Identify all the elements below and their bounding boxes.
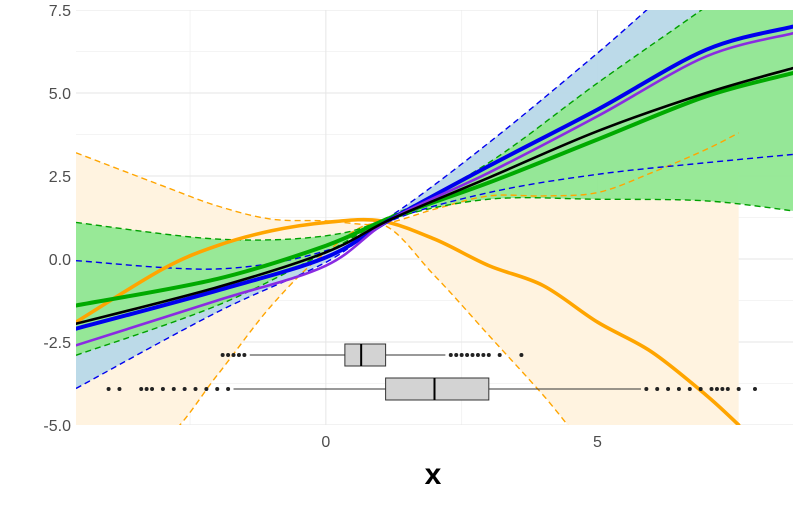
x-axis-title: x <box>425 458 442 491</box>
x-tick-label: 5 <box>593 434 602 451</box>
x-tick-label: 0 <box>321 434 330 451</box>
dash-layer <box>76 10 793 425</box>
y-tick-label: 7.5 <box>49 3 71 20</box>
boxplot-outlier-point <box>215 387 220 391</box>
y-tick-label: 0.0 <box>49 252 71 269</box>
y-tick-label: 2.5 <box>49 169 71 186</box>
boxplot-outlier-point <box>193 387 198 391</box>
boxplot-outlier-point <box>182 387 187 391</box>
y-tick-label: -5.0 <box>43 418 71 435</box>
boxplot-outlier-point <box>475 353 480 357</box>
black-series-line <box>76 66 793 326</box>
boxplot-outlier-point <box>465 353 470 357</box>
green-series-line <box>76 71 793 308</box>
box-layer <box>106 343 757 401</box>
green-band-edge <box>76 197 793 356</box>
orange-series-line <box>76 217 741 425</box>
boxplot-outlier-point <box>117 387 122 391</box>
boxplot-outlier-point <box>144 387 149 391</box>
blue-series-line <box>76 24 793 331</box>
boxplot-outlier-point <box>150 387 155 391</box>
boxplot-outlier-point <box>714 387 719 391</box>
boxplot-box <box>344 343 387 367</box>
boxplot-outlier-point <box>666 387 671 391</box>
boxplot-outlier-point <box>220 353 225 357</box>
boxplot-outlier-point <box>226 353 231 357</box>
tick-layer: 7.5 5.0 2.5 0.0 -2.5 -5.0 0 5 <box>43 3 602 451</box>
boxplot-box <box>385 377 490 401</box>
boxplot-outlier-point <box>171 387 176 391</box>
boxplot-outlier-point <box>497 353 502 357</box>
boxplot-outlier-point <box>231 353 236 357</box>
boxplot-outlier-point <box>725 387 730 391</box>
boxplot-outlier-point <box>481 353 486 357</box>
boxplot-outlier-point <box>655 387 660 391</box>
boxplot-outlier-point <box>204 387 209 391</box>
boxplot-outlier-point <box>106 387 111 391</box>
orange-band-edge <box>76 132 739 226</box>
boxplot-outlier-point <box>519 353 524 357</box>
boxplot-outlier-point <box>226 387 231 391</box>
y-tick-label: -2.5 <box>43 335 71 352</box>
boxplot-outlier-point <box>698 387 703 391</box>
boxplot-outlier-point <box>720 387 725 391</box>
orange-confidence-band <box>76 132 739 425</box>
boxplot-outlier-point <box>644 387 649 391</box>
boxplot-outlier-point <box>236 353 241 357</box>
boxplot-outlier-point <box>709 387 714 391</box>
boxplot-outlier-point <box>687 387 692 391</box>
orange-band-edge <box>178 222 569 425</box>
boxplot-outlier-point <box>459 353 464 357</box>
y-tick-label: 5.0 <box>49 86 71 103</box>
boxplot-outlier-point <box>242 353 247 357</box>
purple-series-line <box>76 31 793 347</box>
boxplot-outlier-point <box>139 387 144 391</box>
boxplot-outlier-point <box>160 387 165 391</box>
boxplot-outlier-point <box>736 387 741 391</box>
boxplot-outlier-point <box>676 387 681 391</box>
line-layer <box>76 24 793 425</box>
boxplot-outlier-point <box>448 353 453 357</box>
boxplot-outlier-point <box>486 353 491 357</box>
boxplot-outlier-point <box>454 353 459 357</box>
blue-band-edge <box>76 153 793 390</box>
boxplot-outlier-point <box>752 387 757 391</box>
boxplot-outlier-point <box>470 353 475 357</box>
green-band-edge <box>76 10 703 241</box>
